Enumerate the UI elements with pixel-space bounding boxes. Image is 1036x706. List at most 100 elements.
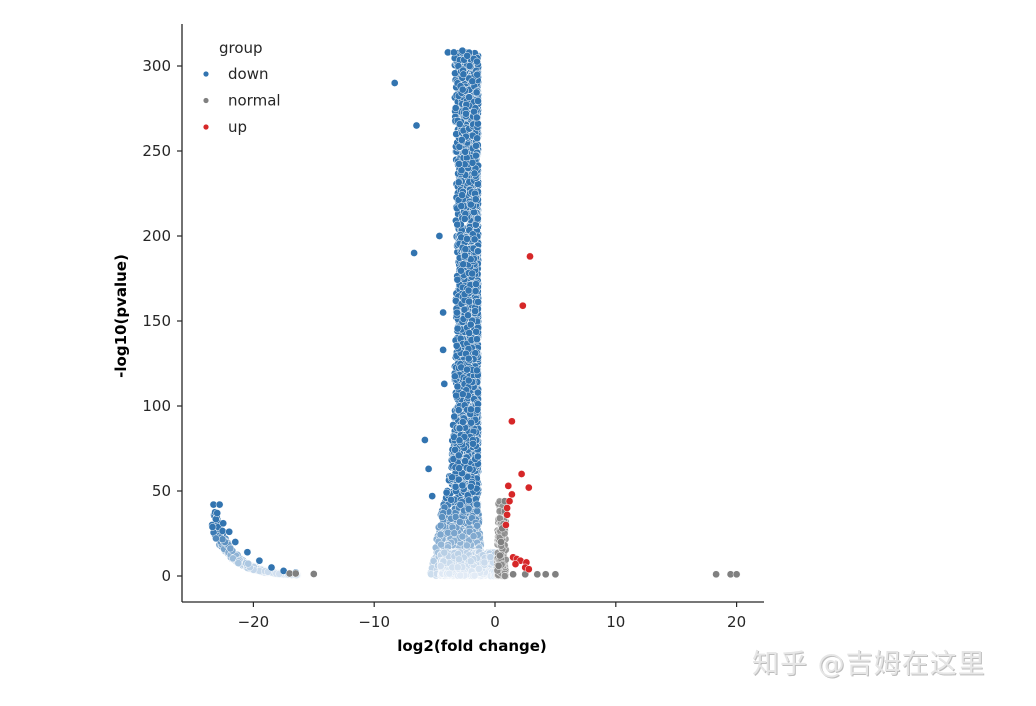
data-point <box>451 104 460 112</box>
data-point <box>472 280 480 288</box>
data-point <box>461 251 469 260</box>
data-point <box>473 500 481 509</box>
data-point <box>455 160 463 168</box>
data-point <box>208 523 217 531</box>
data-point <box>438 513 446 521</box>
data-point <box>452 341 461 350</box>
data-point <box>215 500 224 509</box>
data-point <box>454 178 463 187</box>
data-point <box>467 482 475 491</box>
data-point <box>465 297 474 306</box>
data-point <box>467 405 475 414</box>
data-point <box>457 202 466 210</box>
data-point <box>473 335 481 344</box>
data-point <box>465 93 473 102</box>
data-point <box>475 565 483 573</box>
data-point <box>435 232 444 240</box>
data-point <box>455 464 463 473</box>
data-point <box>234 559 243 567</box>
data-point <box>465 465 474 473</box>
data-point <box>453 220 462 229</box>
data-point <box>440 380 449 388</box>
data-point <box>454 451 463 460</box>
x-ticks: −20 −10 0 10 20 <box>238 602 746 631</box>
data-point <box>472 141 480 150</box>
data-point <box>458 418 467 426</box>
data-point <box>460 305 469 314</box>
data-point <box>466 557 475 566</box>
data-point <box>533 570 542 579</box>
data-point <box>474 97 482 105</box>
data-point <box>474 298 482 306</box>
legend: group down normal up <box>203 39 281 136</box>
data-point <box>212 534 220 543</box>
data-point <box>436 521 445 530</box>
x-tick-label: 10 <box>606 613 625 631</box>
data-point <box>267 563 276 572</box>
data-point <box>472 88 481 97</box>
data-point <box>471 195 480 204</box>
data-point <box>473 134 481 143</box>
data-point <box>518 301 527 310</box>
data-point <box>497 538 505 546</box>
y-tick-label: 150 <box>142 312 171 330</box>
data-point <box>437 540 445 549</box>
data-point <box>461 245 470 254</box>
x-axis-title: log2(fold change) <box>397 637 547 655</box>
data-point <box>468 269 477 278</box>
x-tick-label: 0 <box>490 613 500 631</box>
axes: −20 −10 0 10 20 0 50 100 150 200 250 300 log2(fold… <box>112 24 764 655</box>
data-point <box>486 553 495 561</box>
data-point <box>471 307 479 315</box>
data-point <box>469 532 478 541</box>
data-point <box>453 382 462 391</box>
data-point <box>459 70 468 79</box>
data-point <box>472 151 480 160</box>
data-point <box>473 57 481 66</box>
data-point <box>474 388 482 397</box>
data-point <box>551 570 560 579</box>
data-point <box>473 366 481 375</box>
data-point <box>464 376 473 385</box>
data-point <box>460 215 469 223</box>
data-point <box>495 551 504 560</box>
data-point <box>464 496 473 505</box>
data-point <box>458 191 466 199</box>
data-point <box>508 490 516 499</box>
data-point <box>467 418 476 427</box>
data-point <box>470 571 479 580</box>
data-point <box>467 200 475 209</box>
data-point <box>449 455 458 463</box>
data-point <box>468 77 477 86</box>
data-point <box>463 472 472 481</box>
data-point <box>440 548 449 557</box>
data-point <box>421 436 429 444</box>
data-point <box>463 541 471 550</box>
data-point <box>463 365 471 374</box>
data-point <box>456 571 465 580</box>
data-point <box>470 235 479 244</box>
data-point <box>448 473 456 482</box>
data-point <box>453 324 462 333</box>
data-point <box>453 563 462 572</box>
data-point <box>390 79 399 87</box>
data-point <box>470 169 479 178</box>
data-point <box>213 509 222 517</box>
legend-marker-down <box>203 71 209 77</box>
data-point <box>473 405 482 414</box>
data-point <box>472 327 481 336</box>
data-point <box>436 562 445 570</box>
data-point <box>464 286 473 295</box>
data-point <box>473 507 482 515</box>
data-point <box>243 548 252 557</box>
data-point <box>469 439 477 448</box>
y-axis-title: -log10(pvalue) <box>112 254 130 378</box>
data-point <box>451 445 459 454</box>
y-tick-label: 0 <box>161 567 171 585</box>
data-point <box>458 532 467 541</box>
legend-title: group <box>219 39 263 57</box>
x-tick-label: −10 <box>358 613 390 631</box>
legend-marker-normal <box>203 97 209 104</box>
data-point <box>455 424 464 433</box>
